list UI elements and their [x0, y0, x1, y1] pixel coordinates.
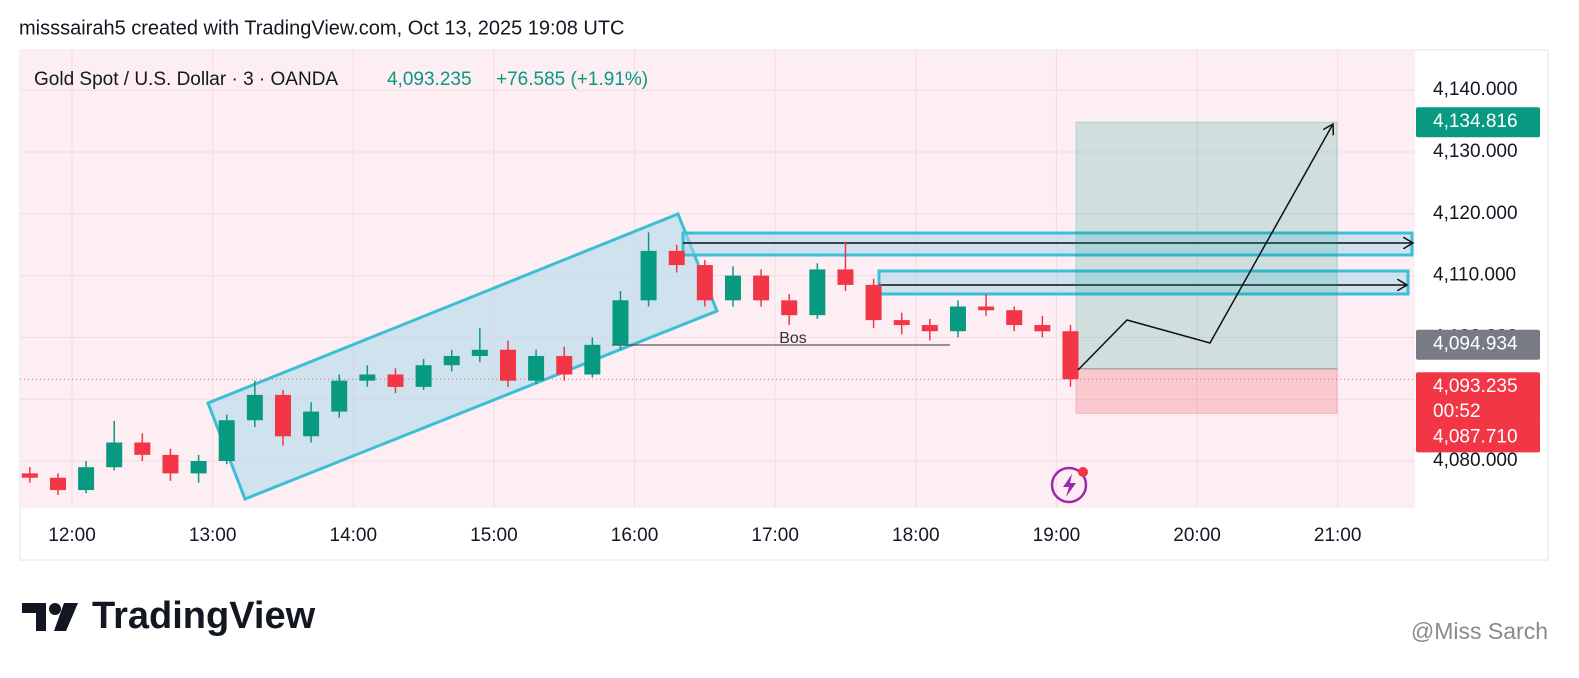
- candle-body: [134, 442, 151, 455]
- price-label: 4,094.934: [1433, 334, 1518, 355]
- x-tick-label: 20:00: [1173, 525, 1221, 546]
- candle-body: [49, 477, 66, 491]
- candle-body: [978, 306, 995, 311]
- candle-body: [865, 284, 882, 321]
- alert-icon: [1050, 466, 1088, 504]
- candle-body: [1062, 331, 1079, 380]
- header-text: misssairah5 created with TradingView.com…: [19, 17, 624, 39]
- last-price: 4,093.235: [387, 69, 472, 90]
- y-tick-label: 4,110.000: [1433, 265, 1516, 286]
- candle-body: [921, 325, 938, 332]
- drawings: Bos: [206, 212, 1413, 501]
- candle-body: [359, 374, 376, 381]
- x-tick-label: 16:00: [611, 525, 659, 546]
- x-tick-label: 12:00: [48, 525, 96, 546]
- candle-body: [218, 420, 235, 462]
- channel: [206, 212, 719, 501]
- projection-path: [1077, 124, 1333, 371]
- candle-body: [499, 349, 516, 381]
- price-label: 4,134.816: [1433, 111, 1518, 132]
- candle-body: [949, 306, 966, 332]
- candle-body: [724, 275, 741, 301]
- candle-body: [584, 344, 601, 375]
- candle-body: [387, 374, 404, 387]
- candle-body: [696, 265, 713, 301]
- price-label: 4,093.235: [1433, 376, 1518, 397]
- y-tick-label: 4,140.000: [1433, 79, 1518, 100]
- candle-body: [162, 454, 179, 474]
- x-tick-label: 15:00: [470, 525, 518, 546]
- candle-body: [78, 467, 95, 491]
- countdown: 00:52: [1433, 401, 1481, 422]
- candle-body: [1034, 325, 1051, 332]
- candle-body: [443, 355, 460, 366]
- logo: TradingView: [22, 595, 316, 637]
- candle-body: [893, 320, 910, 326]
- candle-body: [837, 269, 854, 285]
- price-change: +76.585 (+1.91%): [496, 69, 648, 90]
- x-tick-label: 13:00: [189, 525, 237, 546]
- x-tick-label: 19:00: [1033, 525, 1081, 546]
- candles: [21, 232, 1079, 496]
- price-label-box: [1416, 422, 1540, 453]
- annotation: Bos: [779, 330, 807, 347]
- price-labels: 4,134.816 4,094.934 4,093.235 00:52 4,087.71…: [1416, 107, 1540, 453]
- y-tick-label: 4,130.000: [1433, 141, 1518, 162]
- stop-zone: [1075, 368, 1338, 414]
- symbol-title: Gold Spot / U.S. Dollar · 3 · OANDA: [34, 69, 338, 90]
- candle-body: [753, 275, 770, 301]
- candle-body: [809, 269, 826, 316]
- x-tick-label: 18:00: [892, 525, 940, 546]
- candle-body: [528, 355, 545, 381]
- axes: 4,080.0004,090.0004,100.0004,110.0004,12…: [48, 79, 1517, 546]
- candle-body: [556, 355, 573, 375]
- candle-body: [331, 380, 348, 412]
- price-label: 4,087.710: [1433, 426, 1518, 447]
- candle-body: [471, 349, 488, 356]
- x-tick-label: 17:00: [751, 525, 799, 546]
- x-tick-label: 14:00: [330, 525, 378, 546]
- x-tick-label: 21:00: [1314, 525, 1362, 546]
- candle-body: [106, 442, 123, 468]
- candle-body: [190, 461, 207, 474]
- candle-body: [303, 411, 320, 437]
- logo-text: TradingView: [92, 595, 316, 637]
- watermark: @Miss Sarch: [1411, 618, 1548, 644]
- price-label-box: [1416, 329, 1540, 360]
- candle-body: [1006, 310, 1023, 326]
- candle-body: [21, 473, 38, 478]
- candle-body: [640, 250, 657, 301]
- candle-body: [246, 394, 263, 421]
- candle-body: [274, 394, 291, 437]
- y-tick-label: 4,080.000: [1433, 450, 1518, 471]
- candle-body: [415, 365, 432, 387]
- price-label-box: [1416, 372, 1540, 425]
- price-label-box: [1416, 107, 1540, 138]
- candle-body: [668, 250, 685, 266]
- candle-body: [781, 300, 798, 316]
- y-tick-label: 4,120.000: [1433, 203, 1518, 224]
- candle-body: [612, 300, 629, 345]
